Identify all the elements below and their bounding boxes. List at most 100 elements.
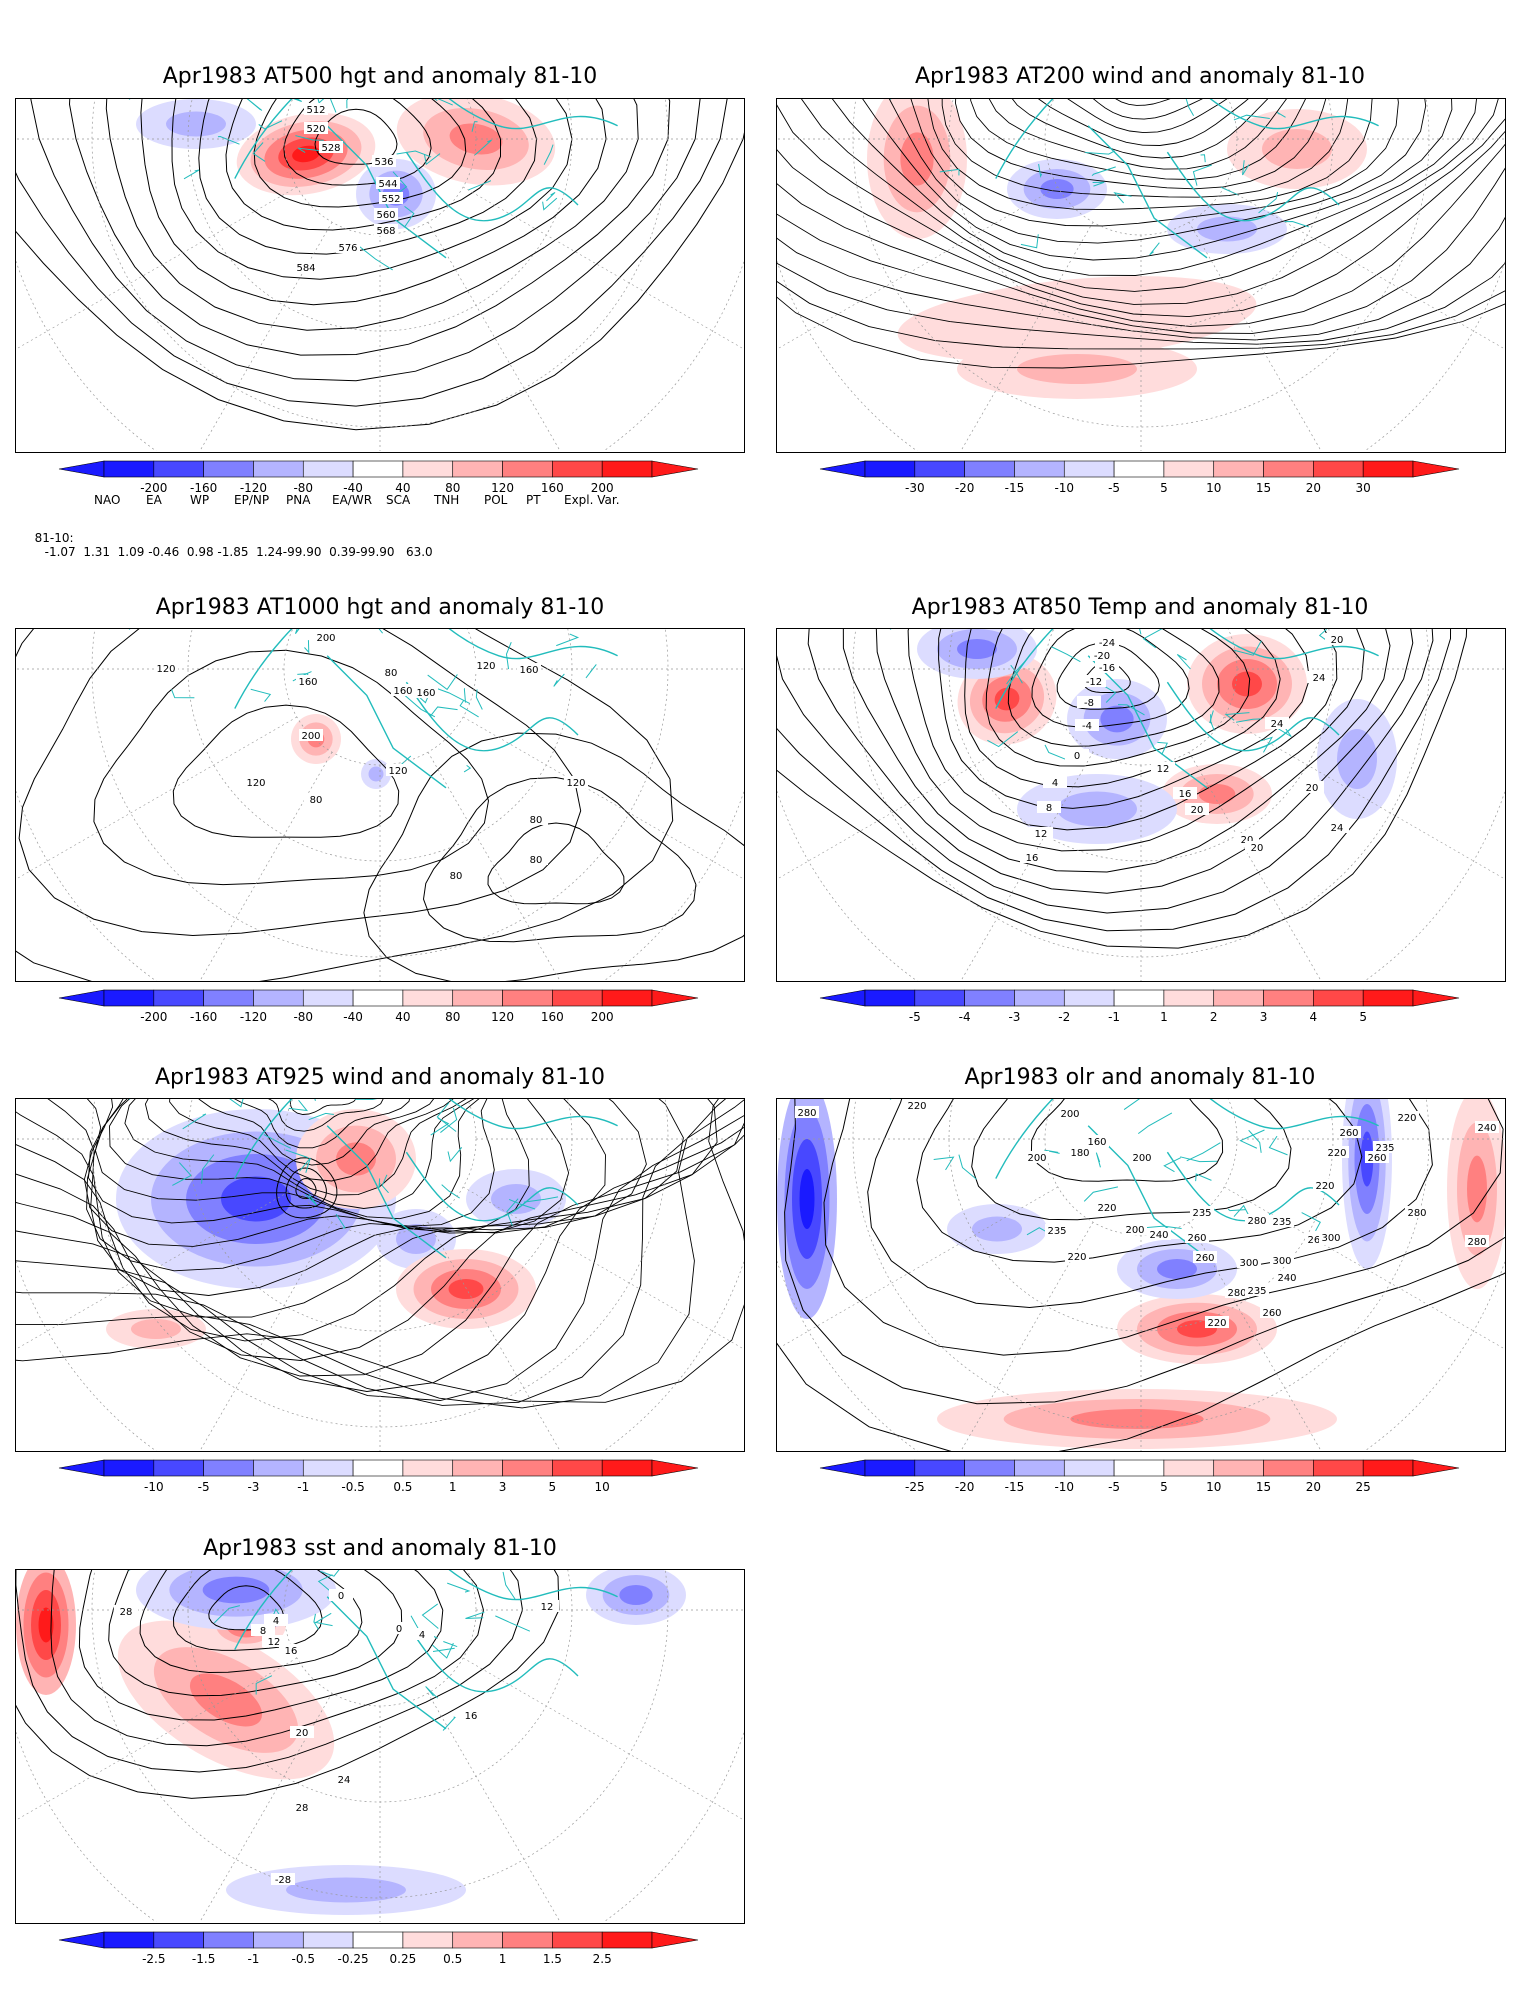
colorbar-tick-label: -15 bbox=[1005, 1480, 1025, 1494]
contour-label-bg bbox=[1185, 1231, 1209, 1243]
contour-line bbox=[777, 629, 1452, 932]
colorbar-box bbox=[1362, 1459, 1414, 1477]
contour-label: 260 bbox=[1262, 1308, 1281, 1319]
colorbar-tick-label: 0.5 bbox=[443, 1952, 462, 1966]
contour-label-bg bbox=[1265, 717, 1289, 729]
contour-label-bg bbox=[1123, 1223, 1147, 1235]
border-line bbox=[1235, 718, 1262, 723]
contour-label-bg bbox=[1185, 803, 1209, 815]
streamline bbox=[193, 1099, 438, 1166]
coastline bbox=[1153, 629, 1379, 660]
colorbar-tick-label: 200 bbox=[591, 481, 614, 495]
colorbar-tick-label: 10 bbox=[1206, 481, 1221, 495]
border-line bbox=[1137, 1112, 1173, 1135]
contour-label-bg bbox=[290, 1801, 314, 1813]
contour-label-bg bbox=[1237, 1256, 1261, 1268]
contour-label: 24 bbox=[1331, 823, 1344, 834]
contour-label: 240 bbox=[1277, 1273, 1296, 1284]
border-line bbox=[508, 1199, 536, 1210]
contour-label-bg bbox=[391, 684, 415, 696]
contour-line bbox=[777, 629, 1469, 949]
meridian-line bbox=[16, 186, 298, 380]
streamline bbox=[16, 1099, 744, 1403]
border-line bbox=[329, 99, 337, 113]
contour-label-bg bbox=[1373, 1141, 1397, 1153]
border-line bbox=[297, 147, 321, 153]
contour-label-bg bbox=[374, 208, 398, 220]
meridian-line bbox=[16, 1186, 298, 1380]
contour-label: 260 bbox=[1195, 1253, 1214, 1264]
contour-label-bg bbox=[1325, 633, 1349, 645]
colorbar-box bbox=[452, 1931, 503, 1949]
colorbar-svg: -200 -160 -120 -80 -40 40 80 120 160 200 bbox=[58, 460, 699, 495]
contour-label-bg bbox=[1405, 1206, 1429, 1218]
map-body bbox=[16, 1099, 744, 1451]
contour-label: 80 bbox=[385, 668, 398, 679]
colorbar-tick-label: 160 bbox=[541, 481, 564, 495]
colorbar-box bbox=[864, 460, 916, 478]
border-line bbox=[1248, 1129, 1262, 1153]
border-line bbox=[285, 1149, 309, 1159]
contour-label: 280 bbox=[1247, 1216, 1266, 1227]
panel-at1000-hgt: Apr1983 AT1000 hgt and anomaly 81-10 200… bbox=[0, 530, 760, 1030]
anomaly-shading bbox=[1040, 179, 1074, 199]
colorbar-tick-label: 80 bbox=[445, 1010, 460, 1024]
colorbar-box bbox=[1163, 1459, 1215, 1477]
contour-label: 0 bbox=[338, 1591, 344, 1602]
streamline bbox=[124, 1099, 507, 1209]
contour-label: 12 bbox=[268, 1637, 281, 1648]
contour-label-bg bbox=[296, 675, 320, 687]
map-body bbox=[777, 99, 1505, 451]
coastline bbox=[995, 99, 1168, 179]
colorbar-tick-label: 15 bbox=[1256, 1480, 1271, 1494]
contour-line bbox=[1031, 629, 1190, 728]
border-line bbox=[1284, 221, 1309, 228]
border-line bbox=[381, 1174, 389, 1194]
panel-title: Apr1983 sst and anomaly 81-10 bbox=[203, 1536, 557, 1561]
colorbar-tick-label: 3 bbox=[1260, 1010, 1268, 1024]
colorbar-tick-label: 25 bbox=[1356, 1480, 1371, 1494]
contour-label: 4 bbox=[273, 1616, 279, 1627]
streamline bbox=[921, 99, 1373, 211]
colorbar-tick-label: -25 bbox=[905, 1480, 925, 1494]
contour-label-bg bbox=[1325, 821, 1349, 833]
border-line bbox=[425, 1686, 439, 1699]
colorbar-box bbox=[964, 1459, 1015, 1477]
contour-label: 80 bbox=[530, 815, 543, 826]
contour-label-bg bbox=[304, 103, 328, 115]
contour-label: 16 bbox=[465, 1711, 478, 1722]
colorbar-box bbox=[1113, 1459, 1165, 1477]
contour-label-bg bbox=[379, 666, 403, 678]
anomaly-shading bbox=[166, 111, 226, 137]
border-line bbox=[288, 1099, 309, 1112]
streamline bbox=[88, 1099, 537, 1233]
contour-label-bg bbox=[564, 776, 588, 788]
colorbar-arrow-right bbox=[1412, 460, 1460, 478]
border-line bbox=[217, 135, 240, 145]
colorbar-tick-label: -20 bbox=[955, 1480, 975, 1494]
contour-label: 160 bbox=[416, 688, 435, 699]
contour-label: 280 bbox=[797, 1108, 816, 1119]
colorbar-box bbox=[1263, 460, 1314, 478]
contour-line bbox=[842, 629, 1391, 873]
colorbar-tick-label: -200 bbox=[140, 481, 167, 495]
panel-olr: Apr1983 olr and anomaly 81-10 280 220 200 1… bbox=[760, 1000, 1520, 1500]
contour-label: 528 bbox=[321, 143, 340, 154]
contour-label-bg bbox=[336, 241, 360, 253]
coastline bbox=[1153, 1099, 1379, 1130]
colorbar-arrow-right bbox=[651, 989, 699, 1007]
colorbar-box bbox=[253, 1931, 304, 1949]
contour-label-bg bbox=[387, 1622, 411, 1634]
border-line bbox=[201, 1154, 215, 1184]
teleconnection-header: Expl. Var. bbox=[564, 493, 620, 507]
contour-label-bg bbox=[1090, 649, 1114, 661]
streamline bbox=[1044, 99, 1249, 134]
contour-label: -24 bbox=[1099, 638, 1115, 649]
colorbar-arrow-right bbox=[651, 1931, 699, 1949]
border-line bbox=[1038, 163, 1043, 178]
contour-label-bg bbox=[1270, 1254, 1294, 1266]
contour-label-bg bbox=[1147, 1228, 1171, 1240]
streamline bbox=[777, 99, 1505, 318]
map-body bbox=[16, 1570, 744, 1922]
colorbar-box bbox=[352, 460, 404, 478]
